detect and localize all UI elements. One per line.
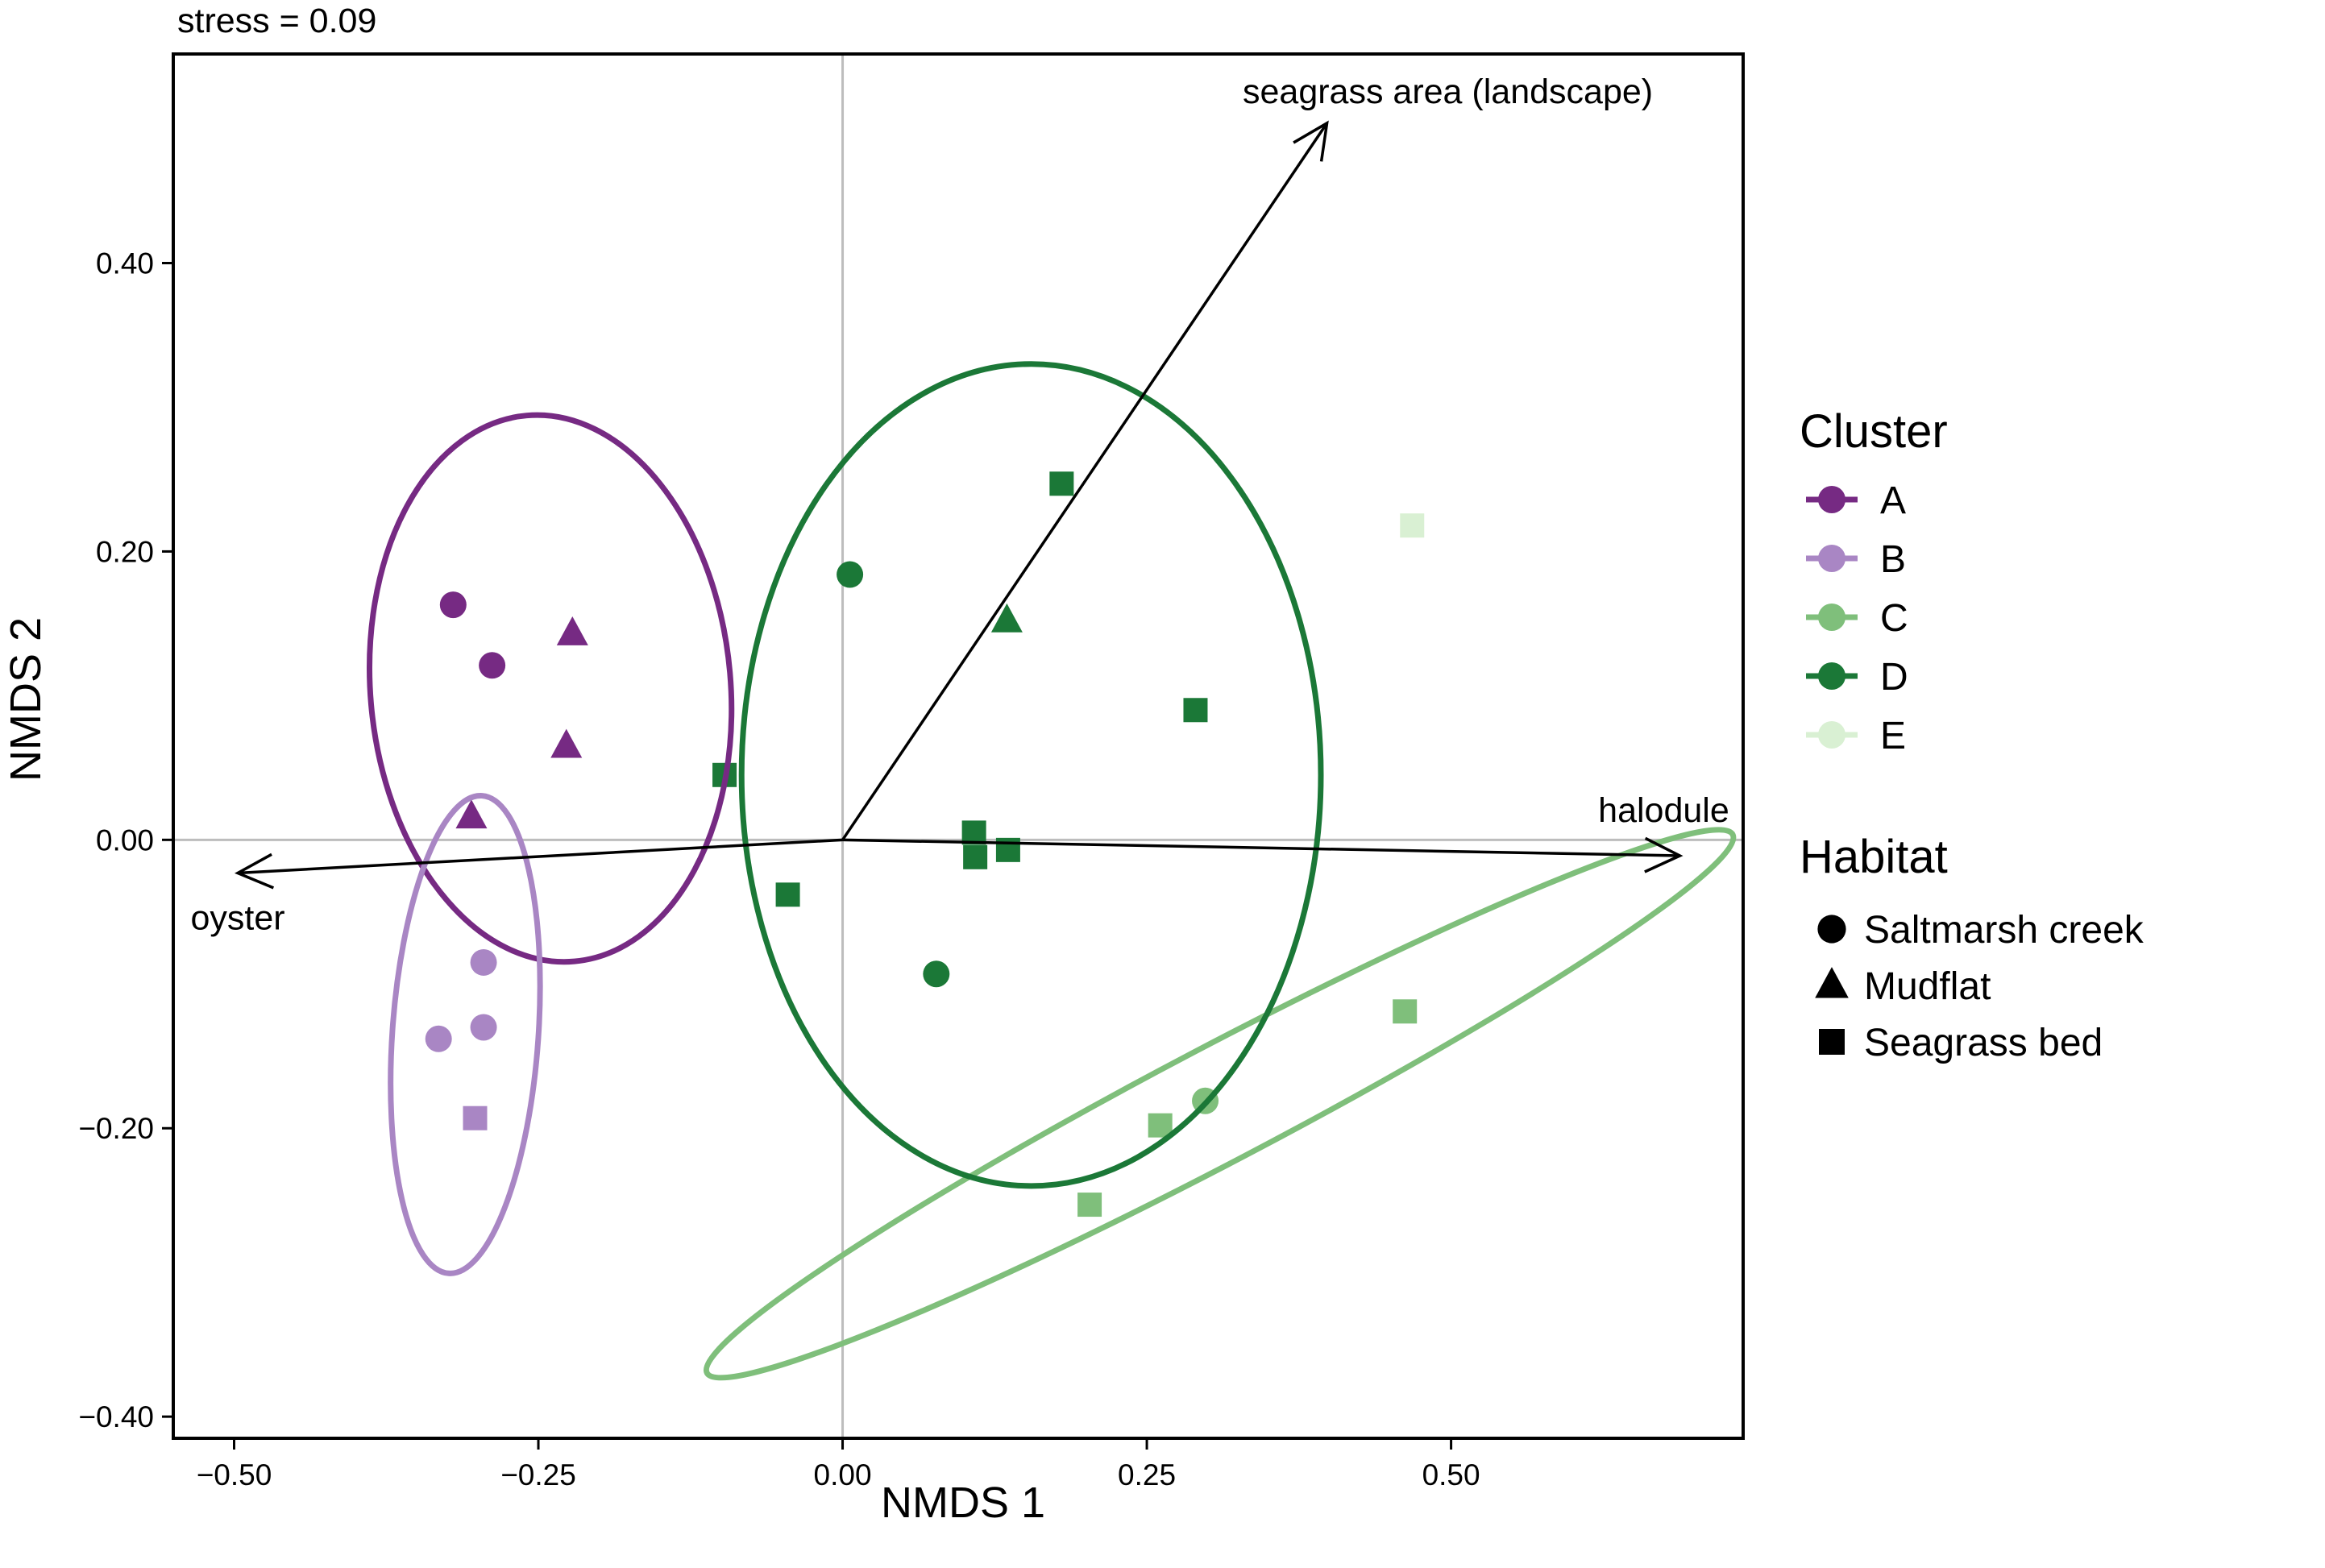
point-d-circle bbox=[923, 960, 950, 988]
vector-arrowhead-halodule bbox=[1644, 836, 1684, 873]
y-tick-label: 0.00 bbox=[96, 823, 154, 857]
vector-halodule bbox=[842, 838, 1680, 857]
legend-label-cluster: C bbox=[1880, 597, 1908, 640]
x-tick-label: −0.50 bbox=[197, 1458, 272, 1491]
ellipse-cluster-d bbox=[738, 361, 1324, 1189]
y-tick-label: 0.40 bbox=[96, 247, 154, 280]
x-tick-label: −0.25 bbox=[500, 1458, 576, 1491]
point-a-triangle bbox=[550, 728, 583, 758]
ellipse-cluster-c bbox=[703, 827, 1737, 1381]
x-tick-label: 0.25 bbox=[1118, 1458, 1176, 1491]
point-a-triangle bbox=[455, 799, 488, 829]
legend-label-habitat: Mudflat bbox=[1864, 965, 1991, 1008]
legend-label-habitat: Saltmarsh creek bbox=[1864, 909, 2144, 952]
point-a-circle bbox=[479, 652, 506, 679]
axes: −0.50 −0.25 0.00 0.25 0.50 −0.40 −0.20 0.00 0.20… bbox=[78, 52, 1745, 1491]
y-axis-title: NMDS 2 bbox=[2, 617, 50, 782]
legend-label-cluster: B bbox=[1880, 538, 1906, 581]
vector-label-halodule: halodule bbox=[1598, 791, 1729, 830]
point-d-circle bbox=[837, 561, 864, 588]
point-d-square bbox=[1049, 471, 1074, 496]
point-b-circle bbox=[425, 1025, 452, 1052]
vector-label-oyster: oyster bbox=[190, 898, 284, 937]
vector-arrowhead-seagrass bbox=[1293, 120, 1329, 162]
point-d-square bbox=[775, 882, 800, 907]
legend-key-point bbox=[1818, 662, 1845, 690]
x-tick-label: 0.50 bbox=[1422, 1458, 1480, 1491]
point-d-square bbox=[961, 820, 986, 845]
plot-border bbox=[172, 52, 1745, 1440]
vector-arrowhead-oyster bbox=[235, 852, 275, 890]
legend-key-square bbox=[1819, 1029, 1845, 1055]
vector-seagrass bbox=[841, 122, 1329, 841]
point-d-square bbox=[1183, 698, 1208, 723]
vector-oyster bbox=[237, 838, 843, 875]
point-b-circle bbox=[470, 948, 497, 976]
legend-key-point bbox=[1818, 545, 1845, 572]
legend-key-point bbox=[1818, 486, 1845, 513]
legend-label-cluster: A bbox=[1880, 479, 1906, 522]
ellipse-cluster-b bbox=[388, 793, 543, 1276]
legend-title-habitat: Habitat bbox=[1800, 831, 1948, 883]
point-d-square bbox=[963, 844, 988, 869]
x-axis-title: NMDS 1 bbox=[881, 1479, 1045, 1527]
legend-label-cluster: D bbox=[1880, 656, 1908, 699]
y-tick-label: 0.20 bbox=[96, 535, 154, 568]
legend-label-cluster: E bbox=[1880, 715, 1906, 757]
point-c-square bbox=[1393, 999, 1418, 1024]
point-b-square bbox=[463, 1105, 488, 1130]
y-tick-label: −0.40 bbox=[78, 1400, 154, 1433]
point-a-circle bbox=[439, 591, 467, 619]
legend-key-triangle bbox=[1815, 967, 1849, 998]
legend-key-point bbox=[1818, 604, 1845, 631]
point-b-circle bbox=[470, 1014, 497, 1041]
stress-annotation: stress = 0.09 bbox=[177, 2, 376, 40]
point-d-triangle bbox=[990, 603, 1023, 633]
point-c-square bbox=[1148, 1113, 1173, 1138]
y-tick-label: −0.20 bbox=[78, 1112, 154, 1145]
vector-label-seagrass: seagrass area (landscape) bbox=[1243, 73, 1653, 111]
legend-key-point bbox=[1818, 721, 1845, 749]
point-e-square bbox=[1400, 513, 1425, 538]
ellipse-cluster-a bbox=[367, 412, 735, 965]
x-tick-label: 0.00 bbox=[814, 1458, 872, 1491]
legend-title-cluster: Cluster bbox=[1800, 405, 1948, 458]
plot-area: seagrass area (landscape) halodule oyster bbox=[173, 54, 1743, 1438]
legend-label-habitat: Seagrass bed bbox=[1864, 1022, 2103, 1064]
legend-key-circle bbox=[1817, 915, 1846, 944]
point-a-triangle bbox=[556, 616, 588, 645]
point-c-square bbox=[1077, 1193, 1102, 1217]
